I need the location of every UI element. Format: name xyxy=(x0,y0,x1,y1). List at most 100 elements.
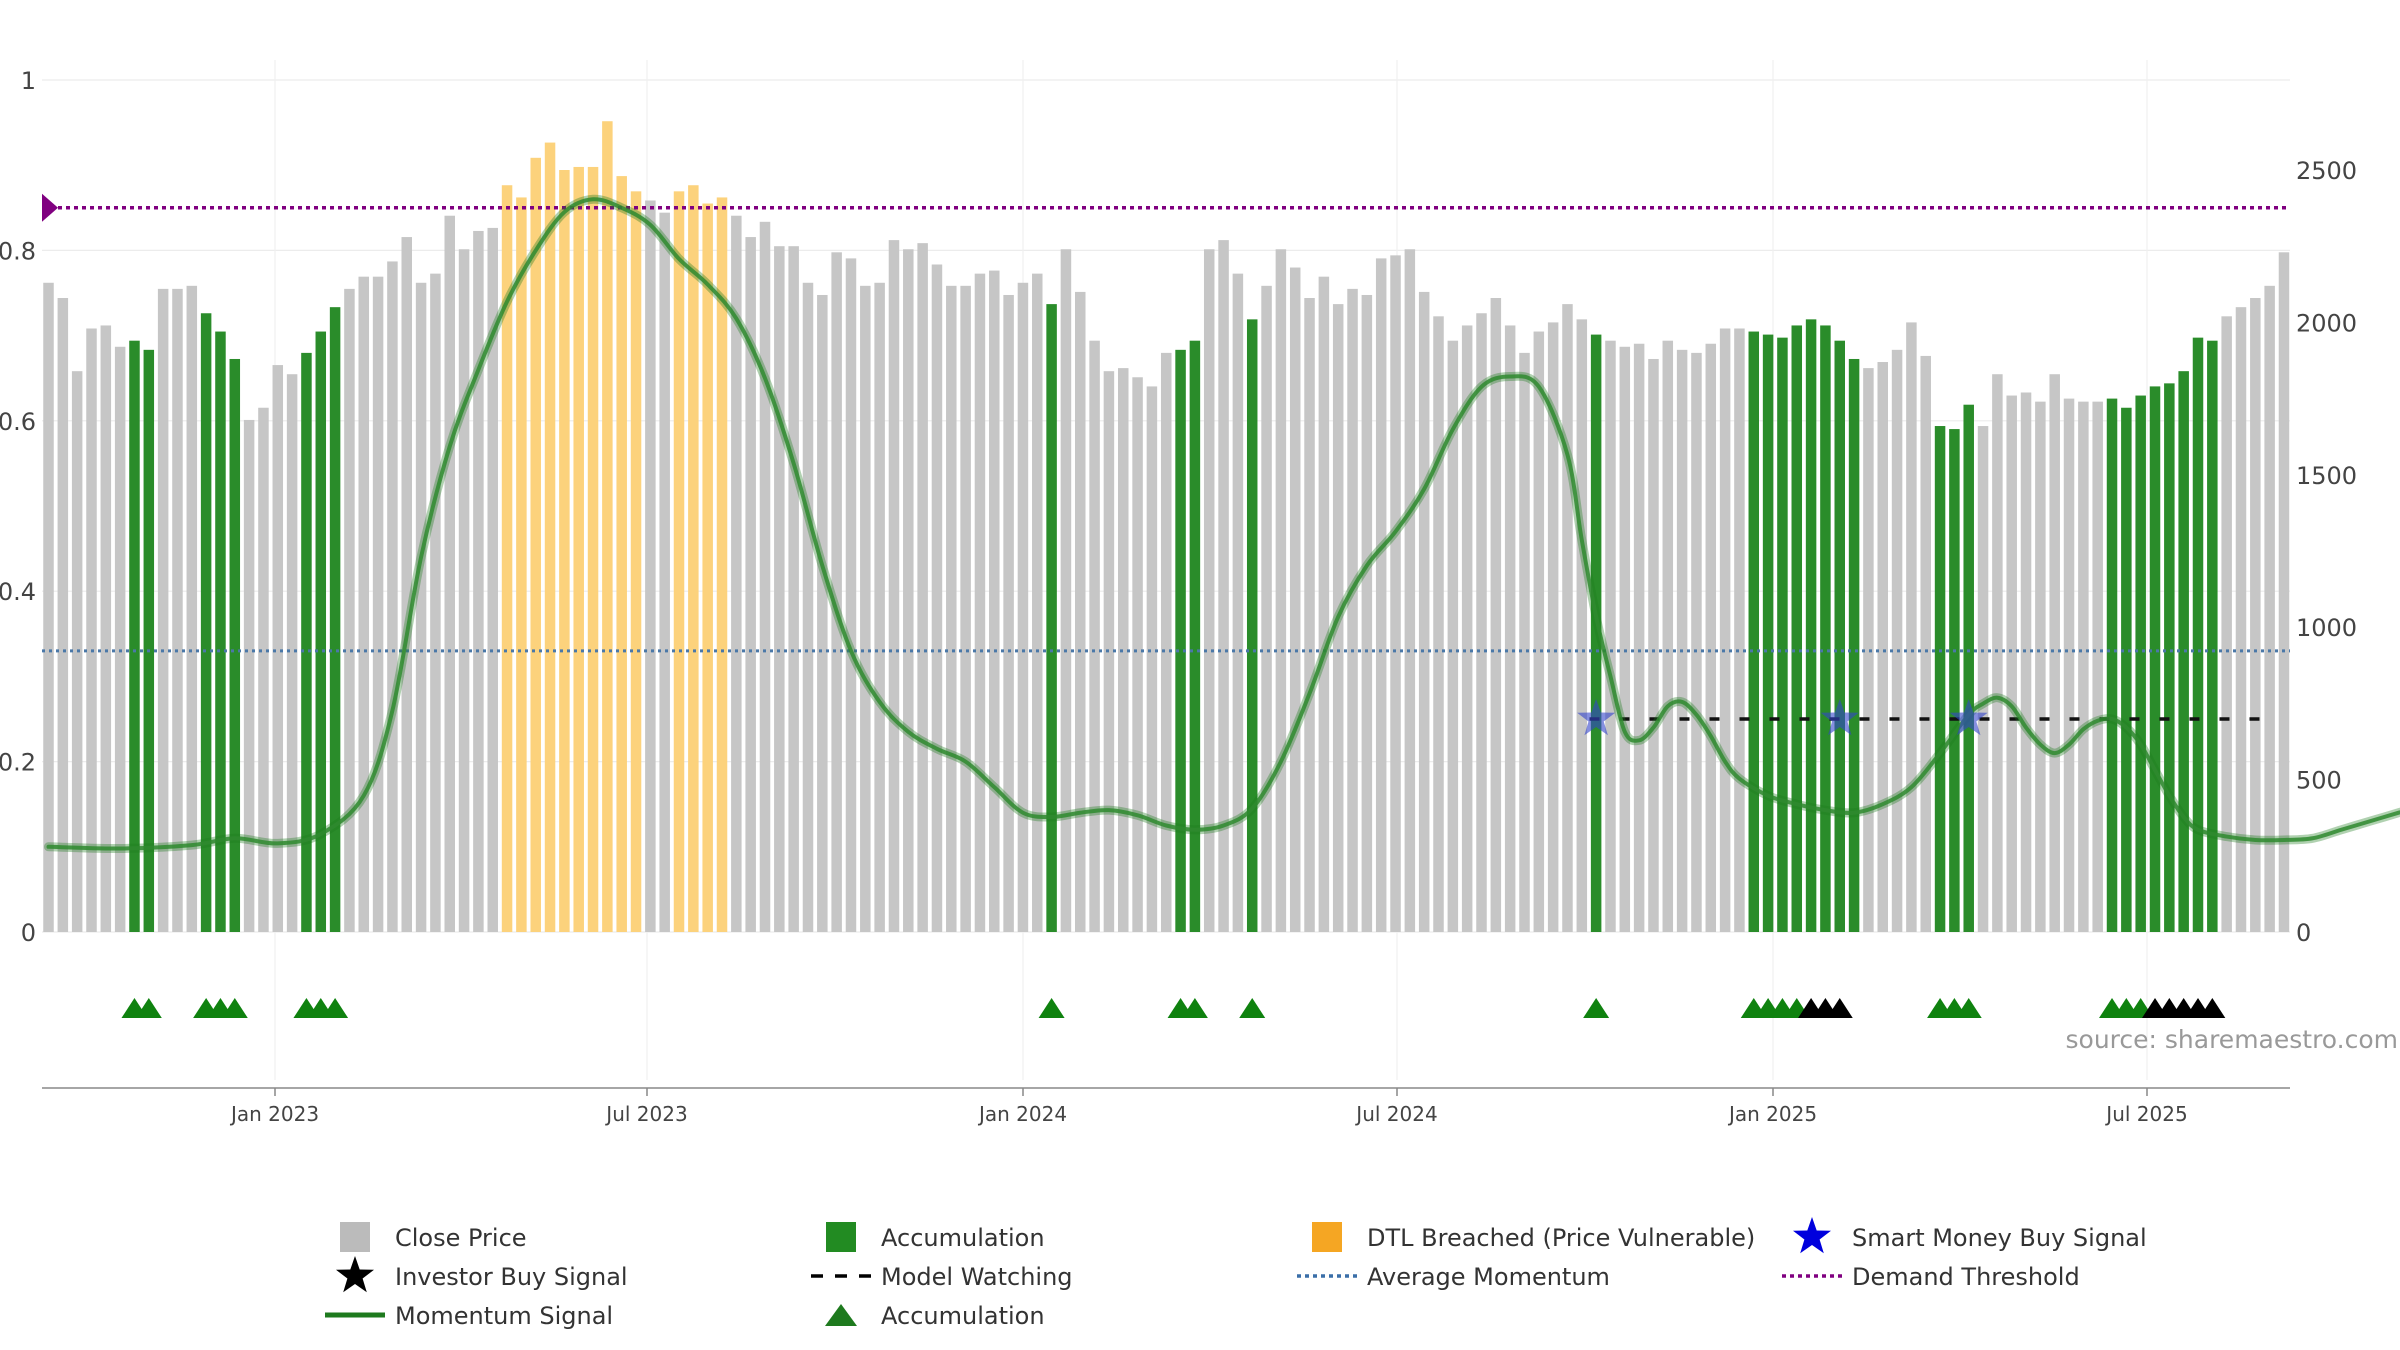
close-price-bar xyxy=(845,258,857,933)
close-price-bar xyxy=(1461,325,1473,932)
x-tick-label: Jan 2025 xyxy=(1727,1102,1817,1126)
y-right-tick-label: 1000 xyxy=(2296,614,2357,642)
y-left-tick-label: 0.8 xyxy=(0,237,36,265)
close-price-bar xyxy=(1089,340,1100,932)
signals xyxy=(1577,699,1988,736)
smart-money-buy-star xyxy=(1820,699,1859,736)
close-price-bar xyxy=(1261,285,1272,933)
dtl-breached-bar xyxy=(630,191,642,932)
accumulation-bar xyxy=(301,352,312,932)
close-price-bar xyxy=(1920,355,1931,933)
close-price-bar xyxy=(1347,288,1358,932)
accumulation-triangle xyxy=(135,998,162,1018)
accumulation-bar xyxy=(1805,319,1817,932)
legend-label: Smart Money Buy Signal xyxy=(1852,1224,2147,1252)
accumulation-bar xyxy=(1848,358,1860,932)
close-price-bar xyxy=(1132,377,1143,932)
legend-label: Accumulation xyxy=(881,1302,1045,1330)
legend-label: DTL Breached (Price Vulnerable) xyxy=(1367,1224,1755,1252)
legend-item: DTL Breached (Price Vulnerable) xyxy=(1312,1222,1755,1252)
close-price-bar xyxy=(1032,273,1043,933)
legend-item: Accumulation xyxy=(825,1302,1045,1330)
y-axis-left: 0 0.2 0.4 0.6 0.8 1 xyxy=(0,67,36,947)
legend-item: Smart Money Buy Signal xyxy=(1793,1217,2147,1254)
close-price-bar xyxy=(1218,240,1229,932)
reference-lines xyxy=(42,193,2290,721)
close-price-bar xyxy=(1863,368,1874,932)
legend-item: Accumulation xyxy=(826,1222,1045,1252)
dtl-breached-bar xyxy=(673,191,685,932)
dtl-breached-bar xyxy=(530,157,541,933)
legend-label: Accumulation xyxy=(881,1224,1045,1252)
signal-strip xyxy=(121,998,2226,1018)
close-price-bar xyxy=(1418,291,1430,932)
close-price-bar xyxy=(917,243,928,933)
close-price-bar xyxy=(1977,426,1989,932)
close-price-bar xyxy=(759,221,771,933)
close-price-bar xyxy=(372,276,384,932)
close-price-bar xyxy=(1619,346,1631,932)
close-price-bar xyxy=(989,270,1000,933)
accumulation-bar xyxy=(1189,340,1201,932)
close-price-bar xyxy=(645,200,656,933)
accumulation-triangle xyxy=(1181,998,1208,1018)
close-price-bar xyxy=(186,285,198,933)
close-price-bar xyxy=(2250,298,2261,932)
y-left-tick-label: 0 xyxy=(21,919,36,947)
close-price-bar xyxy=(1275,249,1287,933)
accumulation-bar xyxy=(1777,337,1788,932)
legend-swatch-square xyxy=(826,1222,856,1252)
accumulation-bar xyxy=(1820,325,1831,932)
x-tick-label: Jul 2024 xyxy=(1354,1102,1437,1126)
legend-label: Model Watching xyxy=(881,1263,1073,1291)
dtl-breached-bar xyxy=(688,185,699,933)
close-price-bar xyxy=(2264,285,2275,933)
close-price-bar xyxy=(100,325,112,932)
close-price-bar xyxy=(43,282,54,932)
accumulation-bar xyxy=(315,331,327,932)
y-right-tick-label: 2500 xyxy=(2296,157,2357,185)
accumulation-bar xyxy=(143,349,155,932)
close-price-bar xyxy=(86,328,97,933)
close-price-bar xyxy=(387,261,398,932)
close-price-bar xyxy=(430,273,441,933)
legend-item: Average Momentum xyxy=(1297,1263,1610,1291)
y-left-tick-label: 0.2 xyxy=(0,749,36,777)
legend-item: Demand Threshold xyxy=(1782,1263,2080,1291)
close-price-bar xyxy=(2092,401,2103,932)
close-price-bar xyxy=(1404,249,1416,933)
close-price-bar xyxy=(1118,368,1129,932)
dtl-breached-bar xyxy=(559,170,570,932)
close-price-bar xyxy=(1992,374,2003,932)
dtl-breached-bar xyxy=(501,185,513,933)
close-price-bar xyxy=(1289,267,1301,932)
accumulation-bar xyxy=(1834,340,1845,932)
close-price-bar xyxy=(243,419,255,932)
close-price-bar xyxy=(1705,343,1717,933)
close-price-bar xyxy=(659,212,670,932)
close-price-bar xyxy=(2063,398,2075,933)
close-price-bar xyxy=(1375,258,1387,933)
close-price-bar xyxy=(1433,316,1444,933)
close-price-bar xyxy=(1504,325,1516,932)
investor-buy-triangle xyxy=(2199,998,2226,1018)
accumulation-bar xyxy=(1762,334,1774,932)
x-tick-label: Jul 2023 xyxy=(604,1102,687,1126)
y-axis-right: 0 500 1000 1500 2000 2500 xyxy=(2296,157,2357,947)
close-price-bar xyxy=(888,240,900,932)
smart-money-buy-star xyxy=(1577,699,1616,736)
legend-item: Momentum Signal xyxy=(325,1302,613,1330)
close-price-bar xyxy=(1447,340,1459,932)
accumulation-bar xyxy=(2121,407,2132,932)
dtl-breached-bar xyxy=(716,197,728,932)
close-price-bar xyxy=(1891,349,1903,932)
close-price-bar xyxy=(1075,291,1086,932)
legend-label: Momentum Signal xyxy=(395,1302,613,1330)
close-price-bar xyxy=(974,273,986,933)
legend-item: Investor Buy Signal xyxy=(336,1256,628,1293)
close-price-bar xyxy=(2235,307,2247,932)
accumulation-bar xyxy=(2207,340,2218,932)
legend-label: Average Momentum xyxy=(1367,1263,1610,1291)
close-price-bar xyxy=(487,227,498,933)
dtl-breached-bar xyxy=(616,176,627,932)
